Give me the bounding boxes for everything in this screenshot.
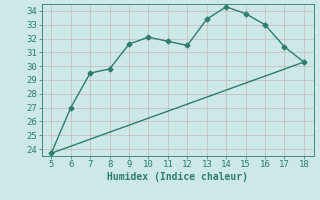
X-axis label: Humidex (Indice chaleur): Humidex (Indice chaleur)	[107, 172, 248, 182]
